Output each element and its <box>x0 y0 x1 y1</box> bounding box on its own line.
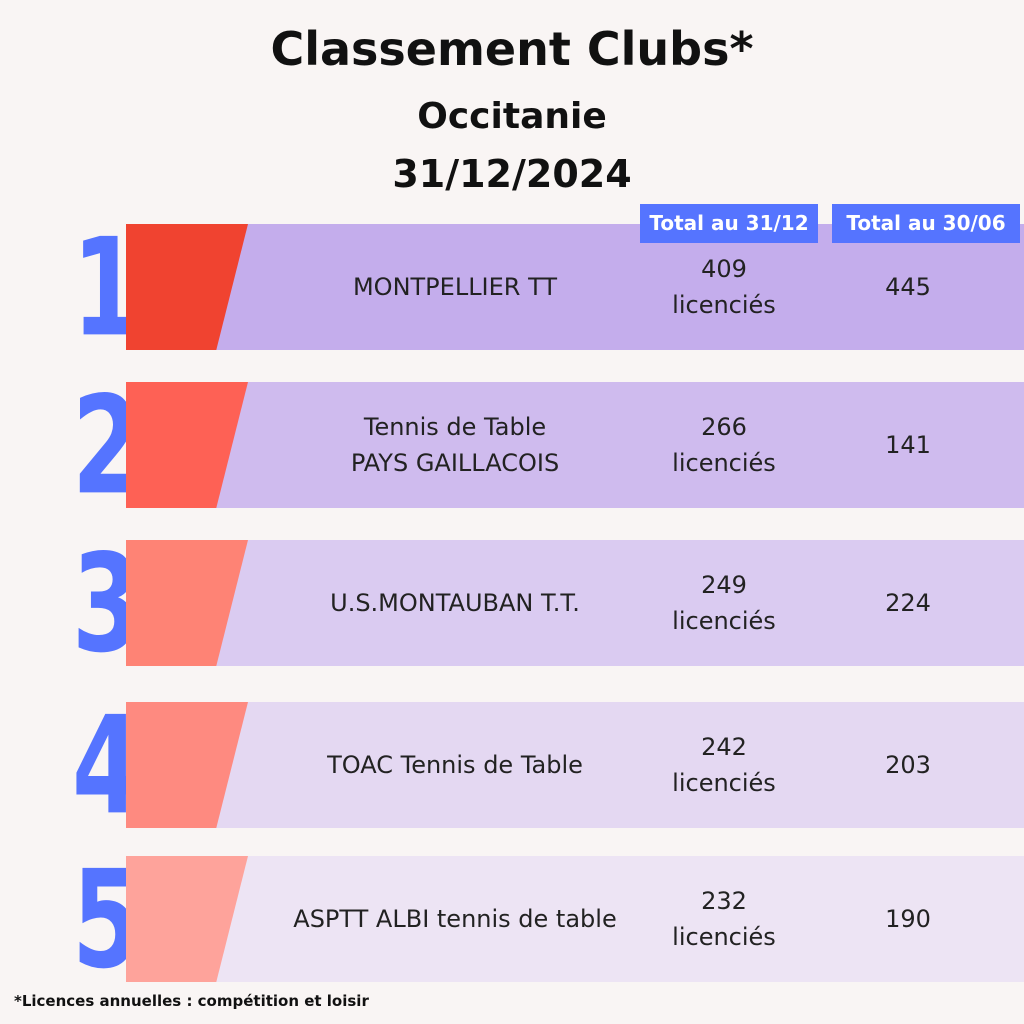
unit-label: licenciés <box>672 923 776 951</box>
column-header-total-30-06: Total au 30/06 <box>832 204 1020 243</box>
unit-label: licenciés <box>672 449 776 477</box>
club-name-line1: ASPTT ALBI tennis de table <box>293 905 617 933</box>
row-background <box>126 540 1024 666</box>
total-30-06-cell: 445 <box>820 224 996 350</box>
total-30-06-cell: 190 <box>820 856 996 982</box>
club-name: MONTPELLIER TT <box>250 224 660 350</box>
total-30-06-cell: 141 <box>820 382 996 508</box>
total-31-12-cell: 409 licenciés <box>640 224 808 350</box>
total-31-12-value: 232 <box>701 887 747 915</box>
unit-label: licenciés <box>672 607 776 635</box>
club-name-line2: PAYS GAILLACOIS <box>350 449 560 477</box>
date-subtitle: 31/12/2024 <box>392 152 632 196</box>
region-subtitle: Occitanie <box>417 96 607 137</box>
ranking-row: 4 TOAC Tennis de Table 242 licenciés 203 <box>0 698 1024 833</box>
club-name: TOAC Tennis de Table <box>250 702 660 828</box>
total-30-06-value: 203 <box>885 751 931 779</box>
footnote: *Licences annuelles : compétition et loi… <box>14 992 369 1010</box>
total-30-06-value: 141 <box>885 431 931 459</box>
row-background <box>126 382 1024 508</box>
row-background <box>126 224 1024 350</box>
ranking-row: 2 Tennis de Table PAYS GAILLACOIS 266 li… <box>0 378 1024 513</box>
page-title: Classement Clubs* <box>270 22 754 76</box>
row-background <box>126 856 1024 982</box>
total-30-06-value: 445 <box>885 273 931 301</box>
total-31-12-value: 249 <box>701 571 747 599</box>
ranking-row: 5 ASPTT ALBI tennis de table 232 licenci… <box>0 852 1024 987</box>
total-31-12-value: 242 <box>701 733 747 761</box>
total-30-06-cell: 203 <box>820 702 996 828</box>
club-name: ASPTT ALBI tennis de table <box>250 856 660 982</box>
club-name: U.S.MONTAUBAN T.T. <box>250 540 660 666</box>
ranking-row: 3 U.S.MONTAUBAN T.T. 249 licenciés 224 <box>0 536 1024 671</box>
unit-label: licenciés <box>672 769 776 797</box>
unit-label: licenciés <box>672 291 776 319</box>
club-name-line1: U.S.MONTAUBAN T.T. <box>330 589 580 617</box>
total-30-06-value: 190 <box>885 905 931 933</box>
column-header-total-31-12: Total au 31/12 <box>640 204 818 243</box>
club-name: Tennis de Table PAYS GAILLACOIS <box>250 382 660 508</box>
club-name-line1: TOAC Tennis de Table <box>327 751 583 779</box>
total-31-12-value: 409 <box>701 255 747 283</box>
club-name-line1: MONTPELLIER TT <box>352 273 558 301</box>
total-31-12-cell: 232 licenciés <box>640 856 808 982</box>
total-31-12-value: 266 <box>701 413 747 441</box>
club-name-line1: Tennis de Table <box>363 413 547 441</box>
total-30-06-cell: 224 <box>820 540 996 666</box>
total-31-12-cell: 249 licenciés <box>640 540 808 666</box>
total-30-06-value: 224 <box>885 589 931 617</box>
total-31-12-cell: 266 licenciés <box>640 382 808 508</box>
ranking-row: 1 MONTPELLIER TT 409 licenciés 445 <box>0 220 1024 355</box>
total-31-12-cell: 242 licenciés <box>640 702 808 828</box>
row-background <box>126 702 1024 828</box>
